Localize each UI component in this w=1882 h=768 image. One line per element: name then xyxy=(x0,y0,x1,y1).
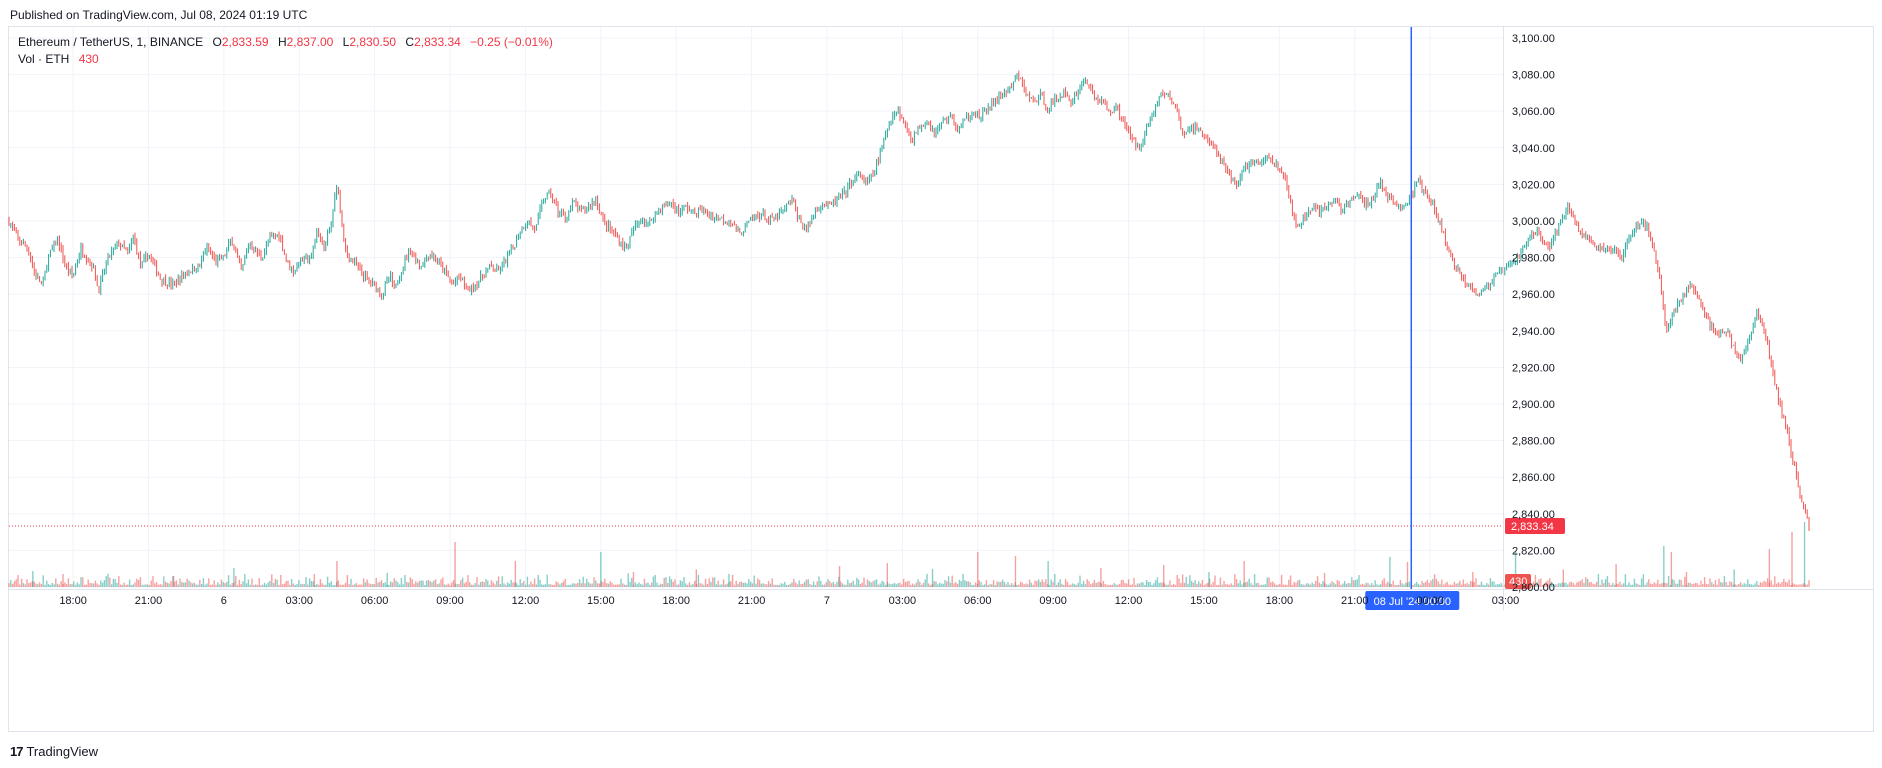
time-tick-label: 12:00 xyxy=(512,595,540,607)
price-tick-label: 3,000.00 xyxy=(1512,216,1555,228)
high-value: 2,837.00 xyxy=(286,35,334,49)
price-tick-label: 3,060.00 xyxy=(1512,106,1555,118)
price-tick-label: 2,920.00 xyxy=(1512,362,1555,374)
low-value: 2,830.50 xyxy=(349,35,397,49)
time-tick-label: 18:00 xyxy=(1266,595,1294,607)
time-tick-label: 7 xyxy=(824,595,830,607)
volume-value: 430 xyxy=(78,52,99,66)
price-tick-label: 2,860.00 xyxy=(1512,472,1555,484)
price-tick-label: 3,100.00 xyxy=(1512,33,1555,45)
chart-legend: Ethereum / TetherUS, 1, BINANCE O2,833.5… xyxy=(18,34,553,68)
price-tick-label: 3,020.00 xyxy=(1512,179,1555,191)
time-tick-label: 00:00 xyxy=(1416,595,1444,607)
price-tick-label: 2,940.00 xyxy=(1512,326,1555,338)
tradingview-brand[interactable]: TradingView xyxy=(26,744,99,759)
high-label: H xyxy=(277,35,287,49)
open-label: O xyxy=(212,35,222,49)
time-tick-label: 18:00 xyxy=(59,595,87,607)
ohlc-row: Ethereum / TetherUS, 1, BINANCE O2,833.5… xyxy=(18,34,553,51)
volume-row: Vol · ETH 430 xyxy=(18,51,553,68)
published-text: Published on TradingView.com, Jul 08, 20… xyxy=(10,8,308,22)
price-tick-label: 2,820.00 xyxy=(1512,545,1555,557)
symbol-title[interactable]: Ethereum / TetherUS, 1, BINANCE xyxy=(18,35,204,49)
time-tick-label: 18:00 xyxy=(662,595,690,607)
close-value: 2,833.34 xyxy=(414,35,461,49)
time-tick-label: 15:00 xyxy=(587,595,615,607)
time-tick-label: 03:00 xyxy=(889,595,917,607)
time-tick-label: 06:00 xyxy=(361,595,389,607)
time-tick-label: 21:00 xyxy=(738,595,766,607)
time-tick-label: 15:00 xyxy=(1190,595,1218,607)
time-tick-label: 09:00 xyxy=(1039,595,1067,607)
close-label: C xyxy=(405,35,415,49)
chart-frame[interactable] xyxy=(8,26,1874,732)
last-price-label: 2,833.34 xyxy=(1511,521,1554,533)
change-value: −0.25 (−0.01%) xyxy=(470,35,553,49)
axis-layer: 3,100.00 3,080.00 3,060.00 3,040.00 3,020.00… xyxy=(9,27,1873,610)
time-tick-label: 12:00 xyxy=(1115,595,1143,607)
price-tick-label: 2,980.00 xyxy=(1512,253,1555,265)
footer: 17 TradingView xyxy=(10,744,98,759)
candle-layer xyxy=(8,70,1810,531)
time-tick-label: 06:00 xyxy=(964,595,992,607)
price-tick-label: 2,840.00 xyxy=(1512,509,1555,521)
price-tick-label: 2,800.00 xyxy=(1512,582,1555,594)
grid-layer xyxy=(9,27,1503,588)
volume-label[interactable]: Vol · ETH xyxy=(18,52,70,66)
time-tick-label: 09:00 xyxy=(436,595,464,607)
tradingview-logo-icon[interactable]: 17 xyxy=(10,744,24,759)
volume-layer xyxy=(8,522,1810,587)
price-tick-label: 3,080.00 xyxy=(1512,70,1555,82)
crosshair-time-badge xyxy=(1365,591,1460,610)
last-volume-badge xyxy=(1505,574,1531,589)
last-volume-label: 430 xyxy=(1509,576,1527,588)
time-tick-label: 21:00 xyxy=(135,595,163,607)
price-tick-label: 2,880.00 xyxy=(1512,436,1555,448)
price-tick-label: 2,900.00 xyxy=(1512,399,1555,411)
time-tick-label: 21:00 xyxy=(1341,595,1369,607)
time-tick-label: 03:00 xyxy=(285,595,313,607)
price-tick-label: 3,040.00 xyxy=(1512,143,1555,155)
time-tick-label: 6 xyxy=(221,595,227,607)
open-value: 2,833.59 xyxy=(221,35,269,49)
low-label: L xyxy=(342,35,350,49)
time-tick-label: 03:00 xyxy=(1492,595,1520,607)
price-tick-label: 2,960.00 xyxy=(1512,289,1555,301)
last-price-badge xyxy=(1505,517,1565,534)
overlay-layer: 2,833.34 430 08 Jul '24 00:00 xyxy=(9,27,1565,610)
crosshair-time-label: 08 Jul '24 00:00 xyxy=(1374,596,1451,608)
